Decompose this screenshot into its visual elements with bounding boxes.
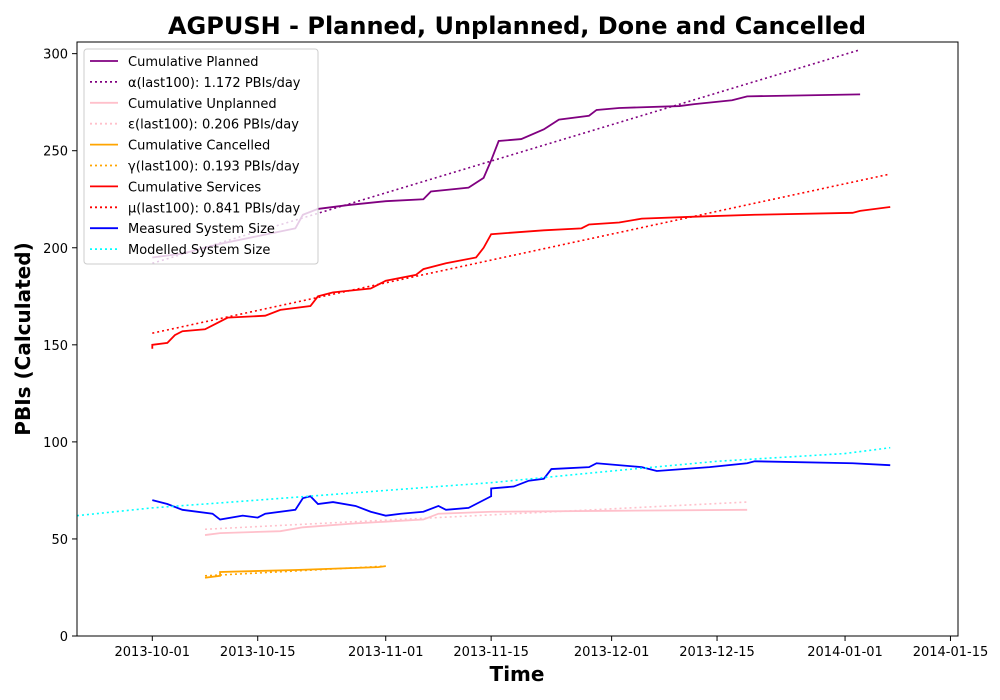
x-axis-label: Time [490, 662, 545, 686]
x-tick-label-7: 2014-01-15 [913, 645, 989, 660]
y-tick-label-5: 250 [43, 145, 68, 160]
series-line-3 [204, 501, 748, 531]
legend-label-2: Cumulative Unplanned [128, 97, 277, 112]
legend-label-9: Modelled System Size [128, 243, 270, 258]
legend-label-0: Cumulative Planned [128, 55, 258, 70]
series-line-1 [152, 48, 861, 265]
series-line-6 [151, 206, 891, 349]
series-line-5 [204, 565, 386, 577]
x-tick-label-6: 2014-01-01 [807, 645, 883, 660]
x-axis: 2013-10-01 2013-10-15 2013-11-01 2013-11-15… [115, 636, 989, 660]
legend: Cumulative Planned α(last100): 1.172 PBIs… [83, 48, 319, 265]
y-tick-label-6: 300 [43, 48, 68, 63]
y-tick-label-1: 50 [51, 533, 68, 548]
x-tick-label-1: 2013-10-15 [220, 645, 296, 660]
x-tick-label-5: 2013-12-15 [679, 645, 755, 660]
legend-label-7: μ(last100): 0.841 PBIs/day [128, 201, 300, 216]
legend-label-5: γ(last100): 0.193 PBIs/day [128, 160, 300, 175]
x-tick-label-2: 2013-11-01 [348, 645, 424, 660]
series-line-8 [152, 460, 891, 521]
legend-label-3: ε(last100): 0.206 PBIs/day [128, 118, 299, 133]
y-axis: 0 50 100 150 200 250 300 [43, 48, 77, 645]
legend-label-4: Cumulative Cancelled [128, 139, 270, 154]
y-tick-label-4: 200 [43, 242, 68, 257]
series-line-4 [204, 565, 386, 579]
y-tick-label-2: 100 [43, 436, 68, 451]
legend-label-6: Cumulative Services [128, 180, 261, 195]
y-tick-label-3: 150 [43, 339, 68, 354]
y-axis-label: PBIs (Calculated) [11, 242, 35, 435]
series-line-7 [152, 173, 891, 334]
legend-box [83, 48, 319, 265]
x-tick-label-3: 2013-11-15 [453, 645, 529, 660]
y-tick-label-0: 0 [60, 630, 68, 645]
x-tick-label-4: 2013-12-01 [574, 645, 650, 660]
chart-title: AGPUSH - Planned, Unplanned, Done and Ca… [168, 12, 866, 40]
x-tick-label-0: 2013-10-01 [115, 645, 191, 660]
legend-label-1: α(last100): 1.172 PBIs/day [128, 76, 301, 91]
legend-label-8: Measured System Size [128, 222, 275, 237]
series-line-9 [77, 446, 891, 517]
plot-frame [76, 41, 959, 637]
